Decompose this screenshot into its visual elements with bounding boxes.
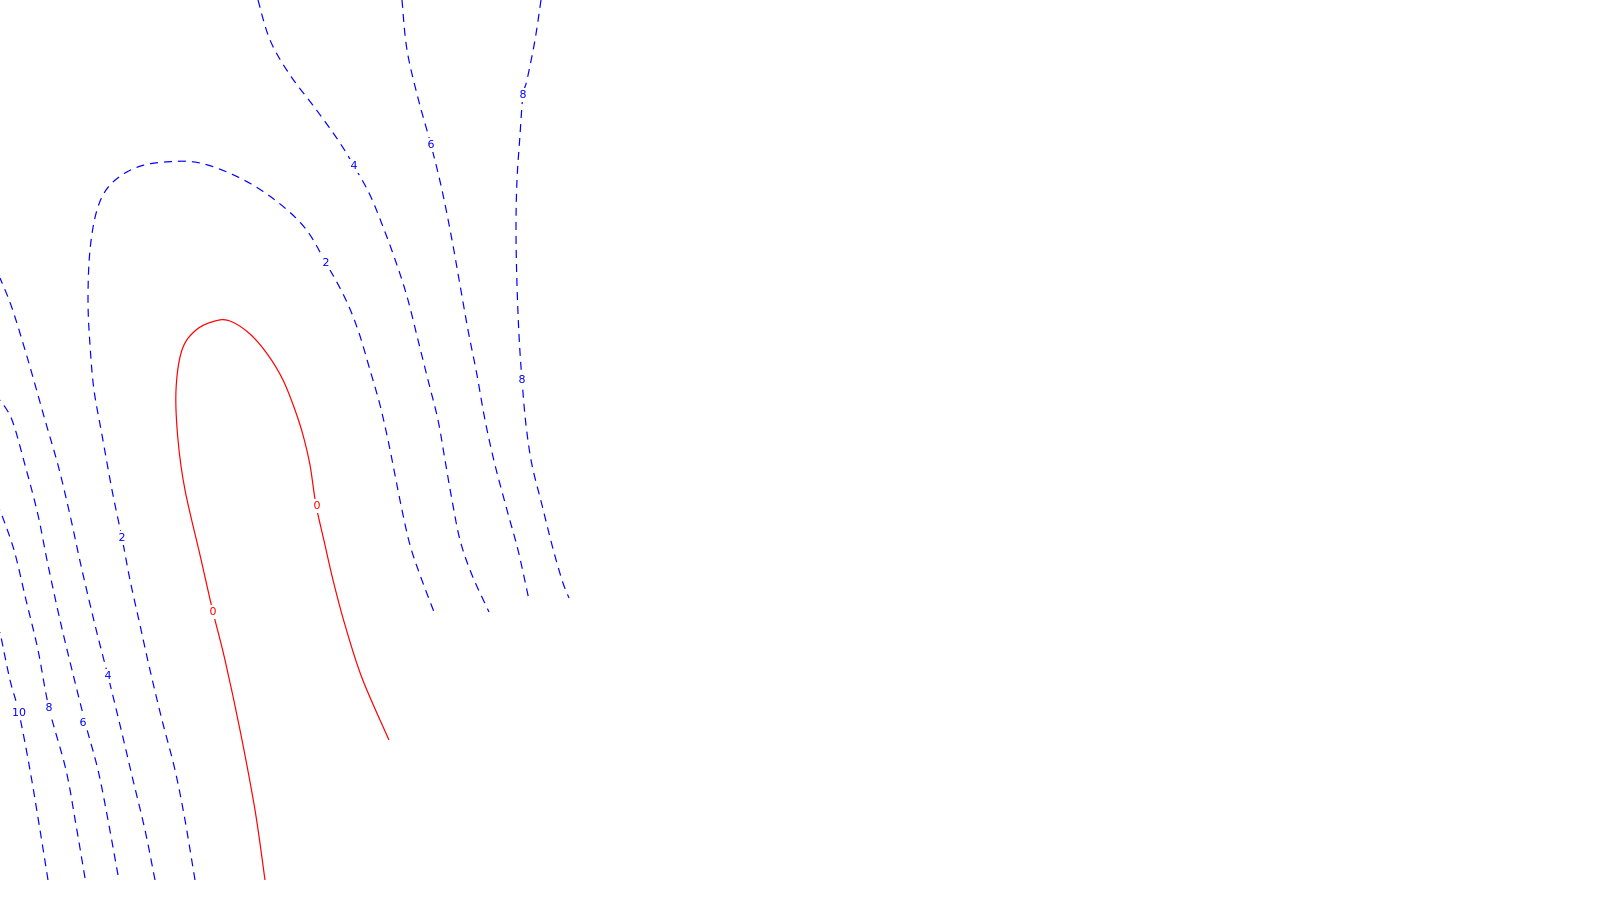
- contour-6-label: 6: [428, 138, 435, 151]
- contour-6-label-bg: [425, 138, 437, 152]
- contour-8-line-2: [515, 0, 570, 599]
- contour-8-line-1: [0, 509, 86, 879]
- contour-4-label: 4: [351, 159, 358, 172]
- contour-8-label-bg: [516, 373, 528, 387]
- contour-8-label-bg: [43, 701, 55, 715]
- contour-10-line-1: [0, 631, 49, 881]
- zero-contour-label-bg: [311, 499, 323, 513]
- contour-8-label: 8: [519, 373, 526, 386]
- contour-4-label-bg: [348, 159, 360, 173]
- contour-lines: [0, 0, 570, 881]
- contour-8-label: 8: [46, 701, 53, 714]
- contour-8-label: 8: [520, 88, 527, 101]
- contour-4-label-bg: [102, 669, 114, 683]
- contour-8-label-bg: [517, 88, 529, 102]
- contour-6-label-bg: [77, 716, 89, 730]
- contour-2-label-bg: [320, 256, 332, 270]
- contour-labels: 0 0 2 2 4 4 6 6 8 8 8 10: [10, 88, 529, 730]
- contour-4-label: 4: [105, 669, 112, 682]
- contour-2-label: 2: [119, 531, 126, 544]
- contour-10-label: 10: [12, 706, 26, 719]
- zero-contour-label: 0: [314, 499, 321, 512]
- contour-6-line-2: [401, 0, 530, 601]
- contour-2-label-bg: [116, 531, 128, 545]
- contour-4-line-1: [0, 277, 156, 881]
- contour-2-line-1: [87, 160, 435, 881]
- zero-contour-line-1: [175, 319, 390, 881]
- contour-6-line-1: [0, 399, 119, 876]
- contour-6-label: 6: [80, 716, 87, 729]
- contour-4-line-2: [257, 0, 490, 613]
- zero-contour-label-bg: [207, 605, 219, 619]
- contour-2-label: 2: [323, 256, 330, 269]
- contour-10-label-bg: [10, 706, 28, 720]
- zero-contour-label: 0: [210, 605, 217, 618]
